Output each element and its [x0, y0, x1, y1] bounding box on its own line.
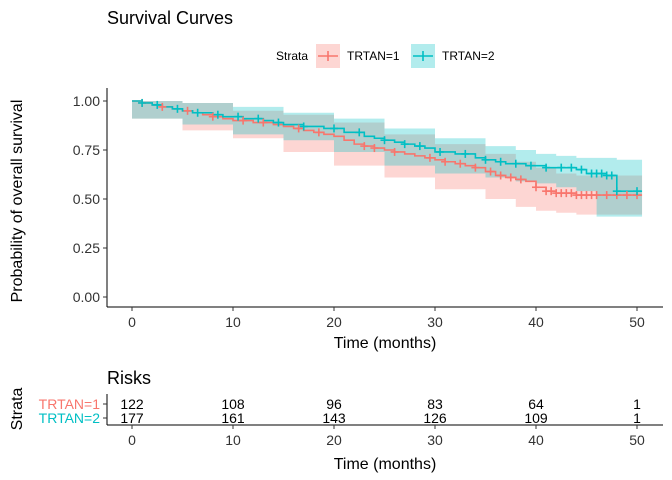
legend-title: Strata	[276, 49, 308, 63]
risk-x-tick-label: 20	[326, 432, 342, 448]
y-tick-label: 0.25	[73, 240, 100, 256]
x-axis-title: Time (months)	[334, 335, 437, 352]
chart-title: Survival Curves	[107, 8, 233, 28]
risk-count: 1	[633, 396, 641, 412]
risk-x-tick-label: 30	[427, 432, 443, 448]
risk-count: 83	[427, 396, 443, 412]
y-tick-label: 0.50	[73, 191, 100, 207]
risk-x-tick-label: 50	[629, 432, 645, 448]
risk-table-title: Risks	[107, 368, 151, 388]
y-tick-label: 0.00	[73, 289, 100, 305]
y-tick-label: 0.75	[73, 142, 100, 158]
risk-count: 122	[120, 396, 144, 412]
x-tick-label: 20	[326, 314, 342, 330]
ci-band-trtan-2	[132, 101, 643, 217]
x-tick-label: 30	[427, 314, 443, 330]
x-tick-label: 10	[225, 314, 241, 330]
risk-count: 109	[524, 410, 548, 426]
risk-x-tick-label: 0	[128, 432, 136, 448]
risk-strata-label: TRTAN=1	[39, 396, 101, 412]
legend-label: TRTAN=2	[442, 49, 495, 63]
risk-count: 96	[326, 396, 342, 412]
legend: Strata TRTAN=1 TRTAN=2	[276, 44, 495, 68]
x-tick-label: 40	[528, 314, 544, 330]
plot-panel: 0.00 0.25 0.50 0.75 1.00 0 10 20 30 40 50	[73, 88, 663, 330]
risk-table: TRTAN=1 122 108 96 83 64 1 TRTAN=2 177 161 143 126 1…	[39, 394, 663, 448]
risk-table-ylabel: Strata	[9, 388, 26, 431]
legend-item-trtan-2: TRTAN=2	[411, 44, 495, 68]
risk-count: 108	[221, 396, 245, 412]
ci-band-trtan-1	[132, 101, 643, 215]
risk-count: 177	[120, 410, 144, 426]
risk-count: 1	[633, 410, 641, 426]
y-axis-title: Probability of overall survival	[9, 100, 26, 303]
risk-strata-label: TRTAN=2	[39, 410, 101, 426]
risk-table-xlabel: Time (months)	[334, 456, 437, 473]
legend-item-trtan-1: TRTAN=1	[316, 44, 400, 68]
x-tick-label: 0	[128, 314, 136, 330]
y-tick-label: 1.00	[73, 93, 100, 109]
risk-count: 126	[423, 410, 447, 426]
risk-count: 64	[528, 396, 544, 412]
risk-count: 161	[221, 410, 245, 426]
legend-label: TRTAN=1	[347, 49, 400, 63]
risk-count: 143	[322, 410, 346, 426]
risk-x-tick-label: 40	[528, 432, 544, 448]
x-tick-label: 50	[629, 314, 645, 330]
risk-x-tick-label: 10	[225, 432, 241, 448]
